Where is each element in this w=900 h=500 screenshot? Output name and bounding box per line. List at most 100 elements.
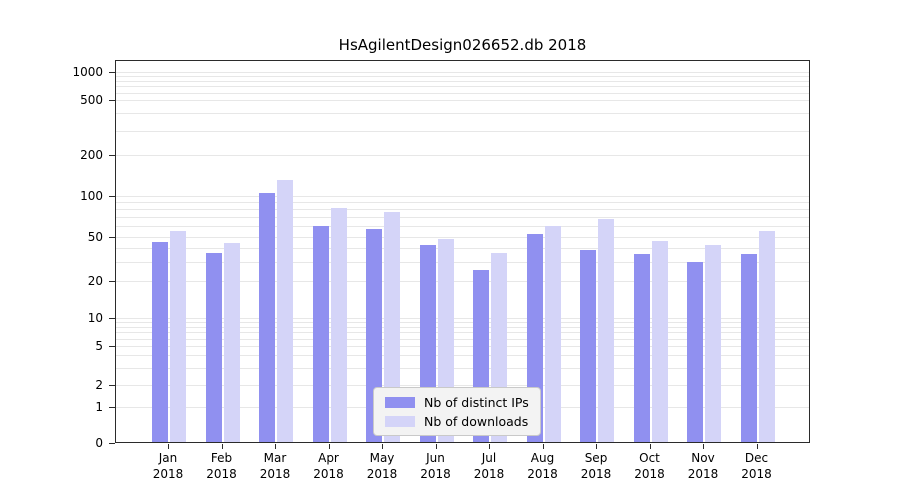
y-axis-tick-label: 50 — [87, 230, 103, 244]
x-axis-tick-label: Jul 2018 — [473, 451, 505, 481]
x-axis-tick-label: Oct 2018 — [634, 451, 665, 481]
x-axis-tick — [489, 444, 490, 449]
x-axis-tick-label: Sep 2018 — [580, 451, 612, 481]
x-axis-tick — [649, 444, 651, 449]
legend-item-downloads: Nb of downloads — [385, 413, 529, 429]
plot-area — [115, 60, 810, 443]
bar-distinct-ips-jan — [152, 242, 168, 442]
x-axis-tick — [328, 444, 330, 449]
gridline — [116, 217, 809, 219]
legend-label-distinct-ips: Nb of distinct IPs — [424, 394, 529, 410]
x-axis-tick — [435, 444, 437, 449]
gridline — [116, 100, 809, 101]
bar-distinct-ips-feb — [205, 252, 222, 442]
x-axis-tick-label: Apr 2018 — [313, 451, 344, 481]
gridline — [116, 113, 809, 115]
x-axis-tick — [703, 444, 704, 449]
gridline — [116, 318, 809, 319]
gridline — [116, 338, 809, 340]
bar-downloads-feb — [223, 243, 240, 442]
x-axis-tick-label: Dec 2018 — [741, 451, 772, 481]
x-axis-tick-label: Nov 2018 — [687, 451, 719, 481]
plot-canvas — [116, 61, 809, 442]
gridline — [116, 367, 809, 369]
gridline — [116, 237, 809, 238]
x-axis-tick — [542, 444, 544, 449]
legend-swatch-downloads — [385, 415, 415, 427]
bar-distinct-ips-dec — [740, 254, 757, 442]
bar-downloads-oct — [651, 241, 668, 442]
bar-distinct-ips-mar — [259, 193, 275, 442]
y-axis-tick — [109, 346, 115, 347]
gridline — [116, 322, 809, 324]
y-axis-tick-label: 20 — [87, 274, 103, 288]
x-axis-tick-label: Aug 2018 — [527, 451, 558, 481]
gridline — [116, 385, 809, 386]
y-axis-tick-label: 10 — [87, 311, 103, 325]
y-axis-tick — [109, 155, 115, 156]
gridline — [116, 355, 809, 357]
y-axis-tick — [109, 237, 115, 238]
y-axis-tick — [109, 196, 115, 197]
y-axis-tick — [109, 72, 115, 73]
y-axis-tick — [109, 385, 115, 386]
x-axis-tick — [275, 444, 276, 449]
x-axis-tick-label: Jun 2018 — [420, 451, 451, 481]
gridline — [116, 332, 809, 334]
y-axis-tick-label: 5 — [95, 339, 103, 353]
y-axis-tick — [109, 100, 115, 101]
gridline — [116, 92, 809, 94]
legend-label-downloads: Nb of downloads — [424, 413, 529, 429]
x-axis-tick — [168, 444, 169, 449]
y-axis-tick — [109, 318, 115, 319]
x-axis-tick-label: Mar 2018 — [259, 451, 291, 481]
y-axis-tick-label: 500 — [80, 93, 103, 107]
gridline — [116, 155, 809, 156]
gridline — [116, 196, 809, 197]
gridline — [116, 327, 809, 328]
y-axis-tick-label: 100 — [80, 189, 103, 203]
x-axis-tick — [382, 444, 383, 449]
y-axis-tick — [109, 281, 115, 282]
gridline — [116, 261, 809, 263]
gridline — [116, 86, 809, 88]
bar-downloads-aug — [544, 226, 561, 442]
bar-downloads-sep — [598, 218, 614, 442]
y-axis-tick-label: 200 — [80, 148, 103, 162]
y-axis-tick-label: 1 — [95, 400, 103, 414]
gridline — [116, 81, 809, 82]
gridline — [116, 76, 809, 78]
y-axis-tick-label: 0 — [95, 436, 103, 450]
bar-distinct-ips-apr — [312, 226, 329, 442]
y-axis-tick — [109, 443, 115, 444]
legend-swatch-distinct-ips — [385, 396, 415, 408]
bar-distinct-ips-sep — [580, 250, 596, 442]
gridline — [116, 226, 809, 228]
bar-distinct-ips-nov — [687, 261, 703, 442]
chart-title: HsAgilentDesign026652.db 2018 — [338, 36, 587, 54]
y-axis-tick-label: 1000 — [72, 65, 103, 79]
x-axis-tick-label: Feb 2018 — [206, 451, 237, 481]
bar-distinct-ips-oct — [633, 254, 650, 442]
legend-item-distinct-ips: Nb of distinct IPs — [385, 394, 529, 410]
x-axis-tick — [756, 444, 758, 449]
bar-downloads-nov — [705, 245, 721, 442]
x-axis-tick-label: Jan 2018 — [152, 451, 184, 481]
y-axis-tick — [109, 407, 115, 408]
bar-downloads-jan — [170, 231, 186, 442]
gridline — [116, 247, 809, 249]
gridline — [116, 209, 809, 211]
gridline — [116, 130, 809, 132]
bar-downloads-mar — [277, 180, 293, 442]
x-axis-tick — [221, 444, 223, 449]
gridline — [116, 202, 809, 204]
bar-downloads-dec — [758, 231, 775, 442]
x-axis-tick — [596, 444, 597, 449]
gridline — [116, 72, 809, 73]
x-axis-tick-label: May 2018 — [366, 451, 398, 481]
legend: Nb of distinct IPs Nb of downloads — [373, 387, 541, 436]
bar-downloads-apr — [330, 207, 347, 442]
bar-downloads-may — [384, 212, 400, 442]
gridline — [116, 346, 809, 347]
